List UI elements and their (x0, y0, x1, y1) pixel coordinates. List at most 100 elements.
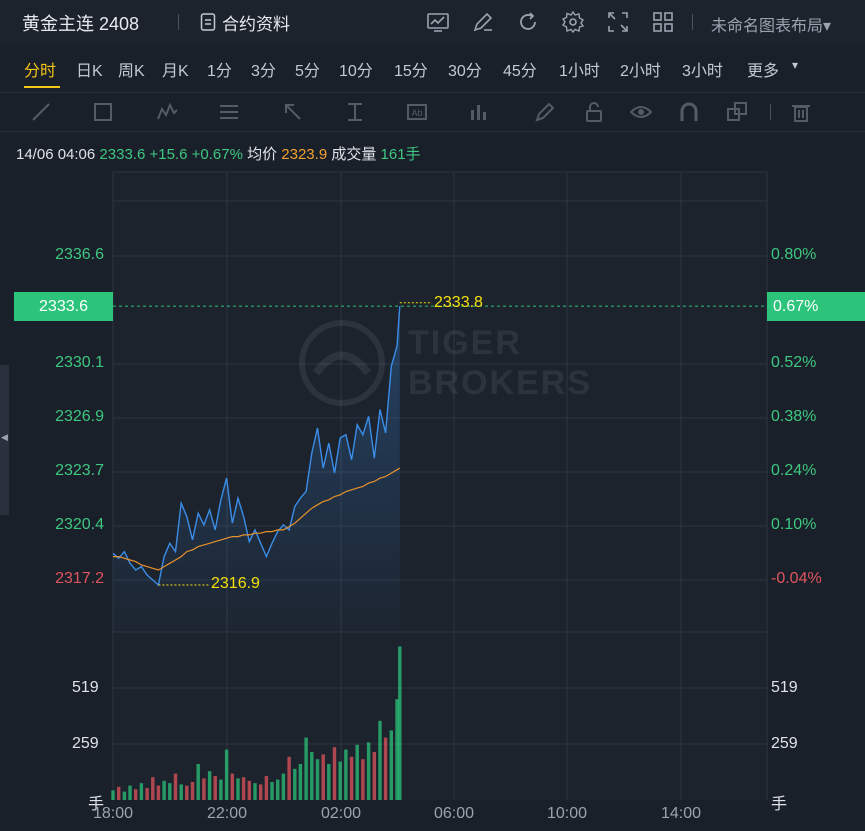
measure-tool-icon[interactable] (344, 101, 366, 123)
y-pct-tick-label: -0.04% (771, 570, 822, 587)
timeframe-tab[interactable]: 日K (76, 63, 103, 80)
indicator-icon[interactable] (426, 10, 450, 34)
volume-bar (162, 780, 166, 800)
watermark-line1: TIGER (408, 324, 522, 362)
volume-bar (293, 768, 297, 800)
volume-bar (378, 720, 382, 800)
price-line (112, 306, 401, 587)
timeframe-tab[interactable]: 10分 (339, 63, 373, 80)
clone-icon[interactable] (726, 101, 748, 123)
drawing-toolbar: Ab (0, 92, 865, 132)
volume-bar (344, 749, 348, 800)
volume-bar (327, 764, 331, 800)
volume-bar (168, 783, 172, 800)
lock-icon[interactable] (583, 101, 605, 123)
volume-bar (236, 778, 240, 800)
y-pct-tick-label: 0.52% (771, 354, 817, 371)
volume-bar (241, 777, 246, 800)
caret-down-icon: ▾ (823, 18, 832, 35)
timeframe-tab[interactable]: 15分 (394, 63, 428, 80)
grid-layout-icon[interactable] (651, 10, 675, 34)
plot-background (113, 172, 767, 800)
pattern-tool-icon[interactable] (156, 101, 178, 123)
contract-info-button[interactable]: 合约资料 (200, 10, 290, 34)
quote-datetime: 14/06 04:06 (16, 146, 96, 163)
timeframe-tab[interactable]: 分时 (24, 63, 57, 80)
pencil-icon[interactable] (534, 101, 556, 123)
layout-selector[interactable]: 未命名图表布局▾ (711, 12, 831, 36)
timeframe-tab[interactable]: 45分 (503, 63, 537, 80)
volume-bar (253, 783, 257, 800)
volume-bar (259, 784, 263, 800)
volume-bar (117, 786, 121, 800)
fullscreen-icon[interactable] (606, 10, 630, 34)
volume-tick-right: 259 (771, 735, 798, 752)
quote-price: 2333.6 (99, 146, 146, 163)
volume-bar (179, 784, 183, 800)
timeframe-tab[interactable]: 1小时 (559, 63, 600, 80)
settings-icon[interactable] (561, 10, 585, 34)
quote-info-line: 14/06 04:06 2333.6 +15.6 +0.67% 均价 2323.… (16, 143, 421, 164)
volume-bar (310, 752, 314, 800)
arrow-tool-icon[interactable] (282, 101, 304, 123)
high-annotation: 2333.8 (434, 294, 483, 311)
y-tick-label: 2320.4 (55, 516, 104, 533)
volume-tick-left: 519 (72, 679, 99, 696)
eye-icon[interactable] (630, 101, 652, 123)
watermark-line2: BROKERS (408, 364, 593, 402)
timeframe-tab[interactable]: 周K (118, 63, 145, 80)
volume-bar (355, 744, 359, 800)
magnet-icon[interactable] (678, 101, 700, 123)
volume-bar (298, 764, 303, 800)
fibonacci-tool-icon[interactable] (218, 101, 240, 123)
volume-bar (395, 699, 399, 800)
avg-price-label: 均价 (247, 146, 278, 163)
volume-bar (196, 764, 200, 800)
x-tick-label: 10:00 (546, 805, 588, 822)
rectangle-tool-icon[interactable] (92, 101, 114, 123)
layout-label: 未命名图表布局 (711, 18, 824, 35)
timeframe-tab[interactable]: 2小时 (620, 63, 661, 80)
draw-icon[interactable] (471, 10, 495, 34)
volume-unit-right: 手 (771, 796, 788, 813)
timeframe-tab[interactable]: 更多 (747, 63, 780, 80)
volume-unit-left: 手 (88, 796, 105, 813)
text-tool-icon[interactable]: Ab (406, 101, 428, 123)
volume-profile-tool-icon[interactable] (468, 101, 490, 123)
volume-bar (151, 777, 155, 800)
volume-bar (287, 756, 291, 800)
timeframe-tab[interactable]: 5分 (295, 63, 320, 80)
trash-icon[interactable] (790, 101, 812, 123)
y-pct-tick-label: 0.80% (771, 246, 817, 263)
volume-bar (366, 742, 371, 800)
sidebar-collapse-handle[interactable]: ◀ (0, 365, 9, 515)
chevron-left-icon: ◀ (1, 432, 8, 442)
y-pct-tick-label: 0.38% (771, 408, 817, 425)
volume-bar (264, 776, 269, 800)
volume-bar (224, 749, 229, 800)
volume-bar (190, 782, 195, 800)
volume-bar (134, 789, 138, 800)
volume-bar (213, 776, 217, 800)
timeframe-bar: 分时 日K 周K 月K 1分 3分 5分 10分 15分 30分 45分 1小时 2小时 3小时 更多 ▾ (0, 48, 865, 88)
volume-bar (383, 737, 388, 800)
timeframe-tab[interactable]: 月K (162, 63, 189, 80)
volume-bar (315, 759, 320, 800)
timeframe-tab[interactable]: 3分 (251, 63, 276, 80)
svg-text:Ab: Ab (411, 108, 422, 118)
volume-bar (122, 791, 127, 800)
refresh-icon[interactable] (516, 10, 540, 34)
volume-bar (202, 778, 206, 800)
current-price-tag: 2333.6 (14, 292, 113, 321)
current-pct-tag: 0.67% (767, 292, 865, 321)
timeframe-tab[interactable]: 30分 (448, 63, 482, 80)
avg-price-line (113, 467, 401, 571)
active-tab-indicator (24, 86, 60, 88)
volume-bar (207, 771, 212, 800)
x-tick-label: 18:00 (92, 805, 134, 822)
quote-change-pct: +0.67% (191, 146, 243, 163)
timeframe-tab[interactable]: 1分 (207, 63, 232, 80)
timeframe-tab[interactable]: 3小时 (682, 63, 723, 80)
trendline-tool-icon[interactable] (30, 101, 52, 123)
